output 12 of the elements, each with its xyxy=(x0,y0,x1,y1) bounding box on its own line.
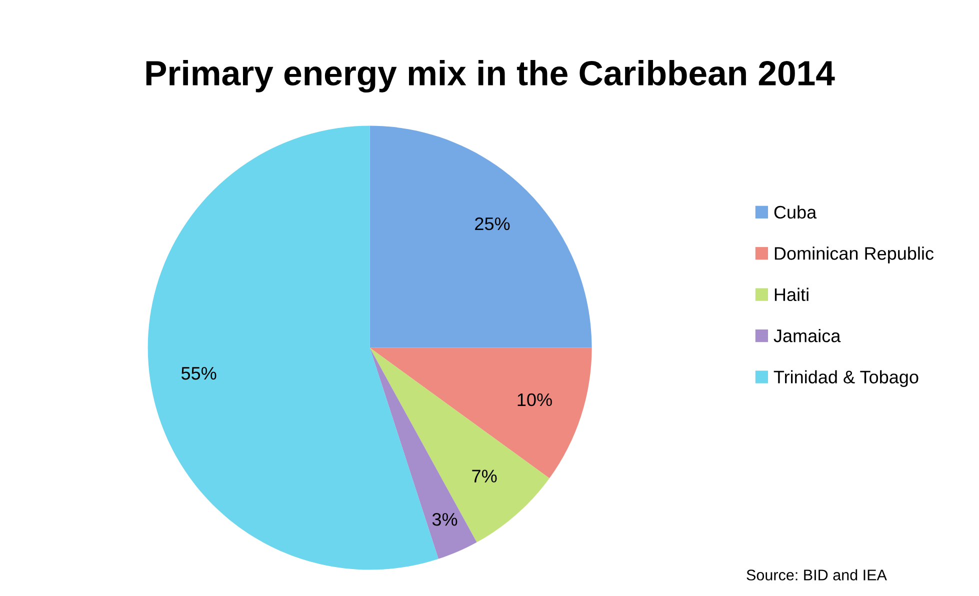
data-label: 7% xyxy=(472,470,497,482)
legend-label: Trinidad & Tobago xyxy=(774,370,918,388)
data-label: 3% xyxy=(432,513,458,526)
data-label: 10% xyxy=(518,393,552,406)
legend-label: Haiti xyxy=(774,288,808,302)
chart-title: Primary energy mix in the Caribbean 2014 xyxy=(146,60,835,93)
legend-label: Jamaica xyxy=(774,329,841,342)
data-label: 25% xyxy=(475,217,510,230)
data-label: 55% xyxy=(181,366,216,380)
legend-label: Cuba xyxy=(774,205,817,219)
legend-label: Dominican Republic xyxy=(774,246,934,264)
source-note: Source: BID and IEA xyxy=(746,569,887,580)
